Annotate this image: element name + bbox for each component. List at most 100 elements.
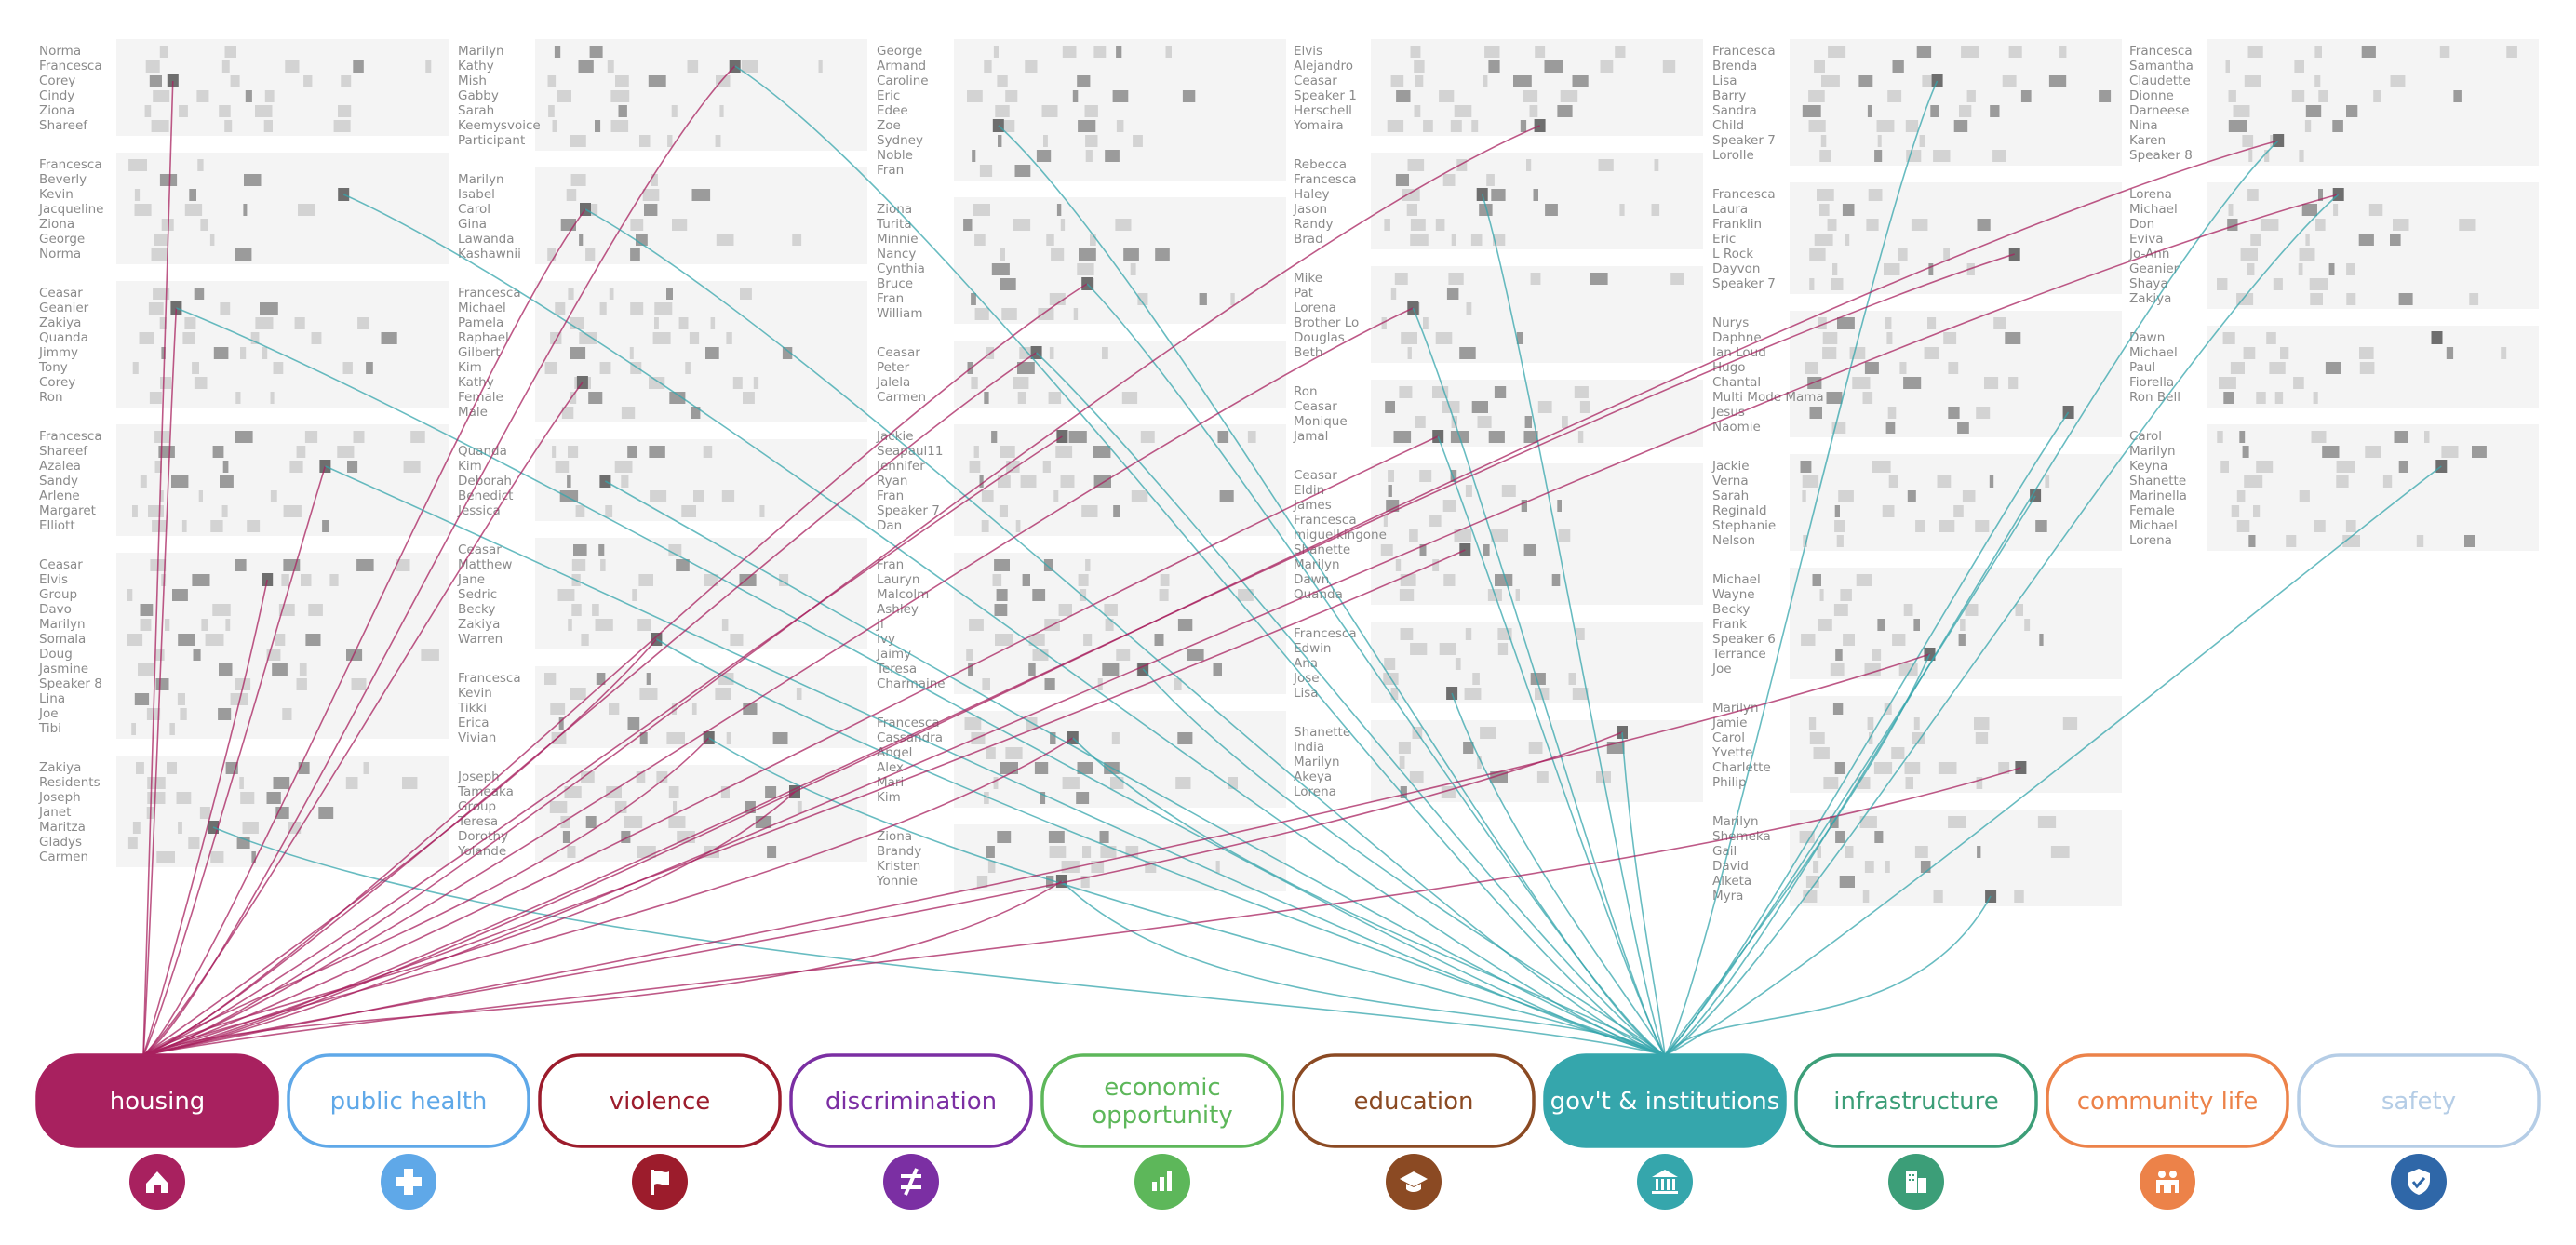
conversation-timeline[interactable] — [116, 153, 449, 264]
topic-safety-button[interactable]: safety — [2297, 1053, 2541, 1210]
topic-pill[interactable] — [2297, 1053, 2541, 1148]
topic-hit-marker[interactable] — [2431, 331, 2443, 344]
topic-pill[interactable] — [1040, 1053, 1284, 1148]
speaker-label: Jessica — [457, 503, 501, 518]
topic-pill[interactable] — [538, 1053, 782, 1148]
topic-pill[interactable] — [1292, 1053, 1536, 1148]
conversation-block[interactable]: LorenaMichaelDonEvivaJo-AnnGeanierShayaZ… — [2128, 182, 2539, 309]
topic-govt-institutions-button[interactable]: gov't & institutions — [1543, 1053, 1787, 1210]
speech-segment — [1907, 490, 1916, 502]
speech-segment — [194, 288, 205, 300]
topic-violence-button[interactable]: violence — [538, 1053, 782, 1210]
speech-segment — [160, 377, 172, 389]
speech-segment — [329, 574, 339, 586]
topic-pill[interactable] — [35, 1053, 279, 1148]
speech-segment — [1977, 219, 1991, 231]
conversation-block[interactable]: MarilynKathyMishGabbySarahKeemysvoicePar… — [458, 39, 867, 151]
topic-pill[interactable] — [1794, 1053, 2038, 1148]
conversation-timeline[interactable] — [1371, 463, 1703, 605]
topic-hit-marker[interactable] — [262, 573, 274, 586]
speech-segment — [145, 60, 160, 73]
conversation-block[interactable]: ZionaTuritaMinnieNancyCynthiaBruceFranWi… — [876, 197, 1286, 324]
topic-discrimination-button[interactable]: discrimination — [789, 1053, 1033, 1210]
topic-link — [1664, 895, 1992, 1056]
topic-hit-marker[interactable] — [1476, 188, 1488, 201]
conversation-block[interactable]: CarolMarilynKeynaShanetteMarinellaFemale… — [2129, 424, 2539, 551]
topic-pill[interactable] — [789, 1053, 1033, 1148]
speaker-label: Geanier — [39, 301, 89, 315]
conversation-timeline[interactable] — [535, 439, 867, 521]
topic-pill[interactable] — [287, 1053, 530, 1148]
topic-hit-marker[interactable] — [167, 74, 179, 87]
topic-hit-marker[interactable] — [2015, 761, 2027, 774]
speech-segment — [176, 792, 192, 804]
conversation-block[interactable]: CeasarEldinJamesFrancescamiguelkingoneSh… — [1293, 463, 1703, 605]
conversation-timeline[interactable] — [1790, 182, 2122, 294]
speech-segment — [2311, 431, 2327, 443]
conversation-timeline[interactable] — [954, 553, 1286, 694]
topic-education-button[interactable]: education — [1292, 1053, 1536, 1210]
topic-hit-marker[interactable] — [992, 119, 1004, 132]
conversation-timeline[interactable] — [535, 39, 867, 151]
topic-community-life-button[interactable]: community life — [2046, 1053, 2289, 1210]
topic-pill[interactable] — [2046, 1053, 2289, 1148]
topic-economic-opportunity-button[interactable]: economic opportunity — [1040, 1053, 1284, 1210]
topic-pill[interactable] — [1543, 1053, 1787, 1148]
speech-segment — [182, 332, 195, 344]
conversation-block[interactable]: ZakiyaResidentsJosephJanetMaritzaGladysC… — [38, 756, 449, 867]
conversation-timeline[interactable] — [1790, 696, 2122, 793]
topic-housing-button[interactable]: housing — [35, 1053, 279, 1210]
conversation-block[interactable]: CeasarGeanierZakiyaQuandaJimmyTonyCoreyR… — [38, 281, 449, 408]
conversation-block[interactable]: FrancescaBeverlyKevinJacquelineZionaGeor… — [38, 153, 449, 264]
topic-hit-marker[interactable] — [2435, 460, 2448, 473]
speech-segment — [2240, 248, 2258, 261]
conversation-block[interactable]: FranLaurynMalcolmAshleyJiIvyJaimyTeresaC… — [876, 553, 1286, 694]
conversation-timeline[interactable] — [1790, 39, 2122, 166]
conversation-block[interactable]: GeorgeArmandCarolineEricEdeeZoeSydneyNob… — [877, 39, 1286, 181]
speech-segment — [1885, 317, 1892, 329]
conversation-timeline[interactable] — [535, 538, 867, 649]
topic-hit-marker[interactable] — [338, 188, 350, 201]
conversation-block[interactable]: FrancescaBrendaLisaBarrySandraChildSpeak… — [1712, 39, 2122, 166]
speech-segment — [270, 490, 277, 502]
topic-hit-marker[interactable] — [1931, 74, 1943, 87]
conversation-block[interactable]: CeasarElvisGroupDavoMarilynSomalaDougJas… — [38, 553, 449, 739]
conversation-block[interactable]: FrancescaSamanthaClaudetteDionneDarneese… — [2129, 39, 2539, 166]
topic-hit-marker[interactable] — [208, 821, 219, 834]
speech-segment — [2015, 604, 2023, 616]
speech-segment — [1975, 520, 1990, 532]
topic-public-health-button[interactable]: public health — [287, 1053, 530, 1210]
speaker-label: Tikki — [457, 701, 487, 716]
speaker-label: Jasmine — [38, 662, 88, 676]
conversation-block[interactable]: FrancescaShareefAzaleaSandyArleneMargare… — [39, 424, 449, 536]
conversation-timeline[interactable] — [954, 341, 1286, 408]
topic-infrastructure-button[interactable]: infrastructure — [1794, 1053, 2038, 1210]
speaker-label: Ziona — [877, 202, 912, 217]
speech-segment — [2398, 461, 2408, 473]
speech-segment — [2274, 392, 2284, 404]
conversation-block[interactable]: FrancescaMichaelPamelaRaphaelGilbertKimK… — [458, 281, 867, 422]
speech-segment — [242, 822, 259, 834]
